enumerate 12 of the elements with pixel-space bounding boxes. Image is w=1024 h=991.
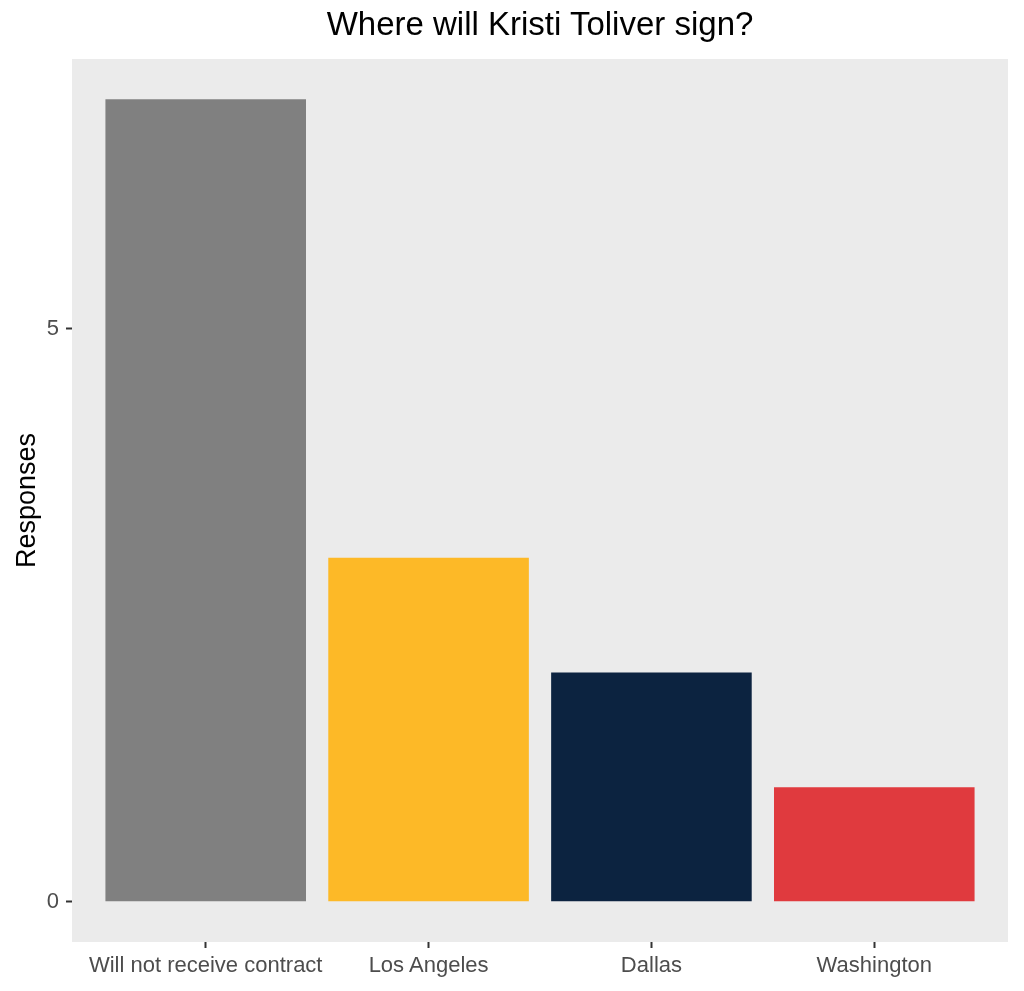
bar bbox=[328, 557, 529, 902]
x-tick-label: Dallas bbox=[620, 952, 682, 978]
x-tick-label: Los Angeles bbox=[368, 952, 489, 978]
bar bbox=[105, 99, 306, 902]
chart-title: Where will Kristi Toliver sign? bbox=[326, 4, 754, 42]
y-tick-label: 5 bbox=[46, 314, 59, 340]
bar bbox=[774, 787, 975, 902]
x-tick-label: Will not receive contract bbox=[88, 952, 323, 978]
y-tick-label: 0 bbox=[46, 887, 59, 913]
x-tick-label: Washington bbox=[816, 952, 932, 978]
y-axis-title: Responses bbox=[10, 432, 41, 569]
bar bbox=[551, 672, 752, 902]
